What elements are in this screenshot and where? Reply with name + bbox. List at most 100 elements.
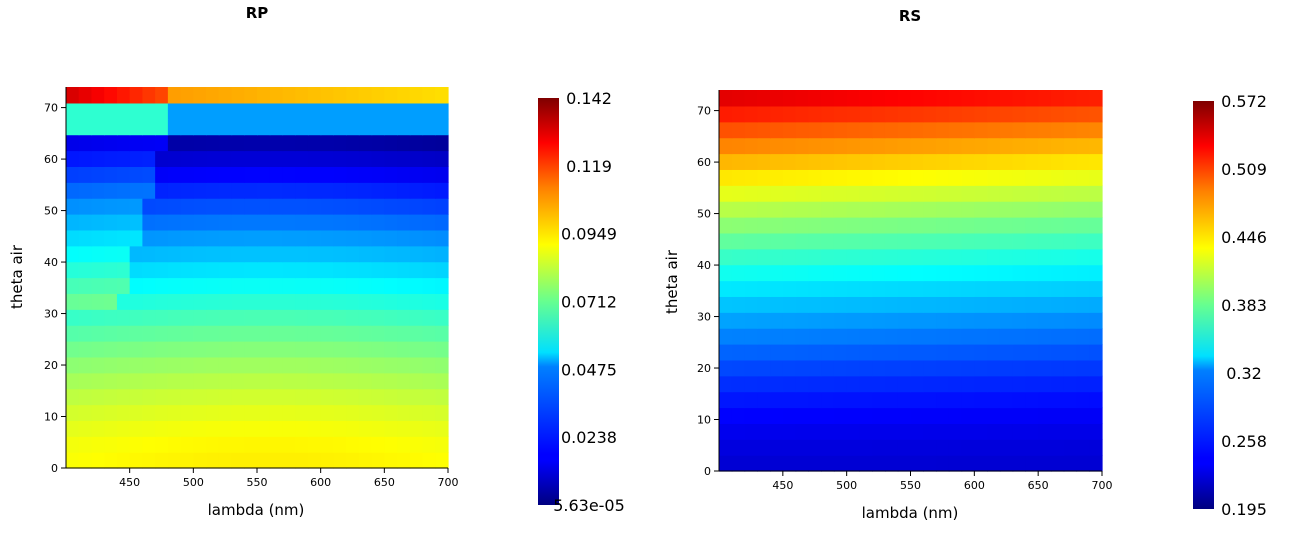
heatmap-cell bbox=[961, 153, 975, 170]
heatmap-cell bbox=[948, 439, 963, 456]
heatmap-cell bbox=[948, 232, 963, 250]
heatmap-cell bbox=[884, 201, 899, 218]
heatmap-cell bbox=[808, 296, 822, 313]
x-tick-label: 650 bbox=[374, 476, 395, 489]
heatmap-cell bbox=[104, 134, 118, 152]
heatmap-cell bbox=[757, 375, 771, 393]
heatmap-cell bbox=[1012, 105, 1026, 123]
heatmap-cell bbox=[307, 309, 322, 326]
heatmap-cell bbox=[731, 137, 746, 155]
heatmap-cell bbox=[859, 185, 873, 202]
heatmap-cell bbox=[936, 407, 950, 424]
heatmap-cell bbox=[346, 261, 360, 279]
heatmap-cell bbox=[167, 245, 182, 263]
heatmap-cell bbox=[974, 169, 988, 186]
heatmap-cell bbox=[244, 229, 258, 247]
heatmap-cell bbox=[129, 420, 143, 437]
heatmap-cell bbox=[358, 214, 373, 231]
heatmap-cell bbox=[206, 388, 220, 406]
heatmap-cell bbox=[282, 229, 296, 247]
heatmap-cell bbox=[104, 388, 118, 406]
heatmap-cell bbox=[1025, 90, 1039, 107]
heatmap-cell bbox=[218, 150, 233, 167]
heatmap-cell bbox=[282, 277, 296, 294]
y-tick-label: 50 bbox=[697, 208, 711, 221]
heatmap-cell bbox=[872, 391, 886, 409]
heatmap-cell bbox=[129, 452, 143, 469]
heatmap-cell bbox=[167, 277, 182, 294]
heatmap-cell bbox=[384, 245, 398, 263]
heatmap-cell bbox=[397, 261, 411, 279]
heatmap-cell bbox=[1050, 455, 1065, 472]
heatmap-cell bbox=[731, 280, 746, 297]
heatmap-cell bbox=[116, 261, 131, 279]
heatmap-cell bbox=[821, 312, 835, 329]
heatmap-cell bbox=[333, 356, 347, 374]
heatmap-cell bbox=[731, 153, 746, 170]
heatmap-cell bbox=[757, 344, 771, 361]
heatmap-cell bbox=[1038, 328, 1052, 345]
heatmap-cell bbox=[897, 407, 912, 424]
heatmap-cell bbox=[142, 198, 156, 215]
heatmap-cell bbox=[307, 325, 322, 342]
heatmap-cell bbox=[833, 121, 848, 139]
heatmap-cell bbox=[218, 229, 233, 247]
heatmap-cell bbox=[269, 229, 284, 247]
heatmap-cell bbox=[808, 439, 822, 456]
heatmap-cell bbox=[384, 341, 398, 358]
heatmap-cell bbox=[999, 153, 1014, 170]
heatmap-cell bbox=[782, 232, 797, 250]
heatmap-cell bbox=[731, 232, 746, 250]
heatmap-cell bbox=[1012, 391, 1026, 409]
heatmap-cell bbox=[1038, 185, 1052, 202]
heatmap-cell bbox=[231, 102, 245, 120]
heatmap-cell bbox=[257, 452, 271, 469]
heatmap-cell bbox=[333, 134, 347, 152]
heatmap-cell bbox=[1076, 328, 1090, 345]
heatmap-cell bbox=[884, 232, 899, 250]
heatmap-cell bbox=[859, 455, 873, 472]
heatmap-cell bbox=[821, 391, 835, 409]
heatmap-cell bbox=[782, 423, 797, 440]
heatmap-cell bbox=[884, 359, 899, 377]
heatmap-cell bbox=[846, 90, 861, 107]
heatmap-cell bbox=[193, 341, 207, 358]
heatmap-cell bbox=[1089, 312, 1103, 329]
heatmap-cell bbox=[206, 436, 220, 453]
heatmap-cell bbox=[782, 312, 797, 329]
heatmap-cell bbox=[231, 198, 245, 215]
heatmap-cell bbox=[320, 293, 334, 310]
heatmap-cell bbox=[923, 232, 937, 250]
heatmap-cell bbox=[936, 232, 950, 250]
heatmap-cell bbox=[961, 359, 975, 377]
heatmap-cell bbox=[282, 309, 296, 326]
heatmap-cell bbox=[91, 134, 105, 152]
heatmap-cell bbox=[757, 423, 771, 440]
heatmap-cell bbox=[744, 391, 758, 409]
heatmap-cell bbox=[193, 87, 207, 104]
heatmap-cell bbox=[269, 436, 284, 453]
rp-title: RP bbox=[246, 4, 269, 22]
heatmap-cell bbox=[397, 404, 411, 421]
heatmap-cell bbox=[1063, 359, 1078, 377]
heatmap-cell bbox=[974, 328, 988, 345]
heatmap-cell bbox=[795, 264, 809, 282]
heatmap-cell bbox=[833, 359, 848, 377]
heatmap-cell bbox=[244, 325, 258, 342]
heatmap-cell bbox=[409, 356, 424, 374]
heatmap-cell bbox=[307, 452, 322, 469]
heatmap-cell bbox=[948, 137, 963, 155]
heatmap-cell bbox=[104, 182, 118, 199]
heatmap-cell bbox=[307, 134, 322, 152]
heatmap-cell bbox=[384, 134, 398, 152]
y-tick-label: 30 bbox=[44, 308, 58, 321]
heatmap-cell bbox=[78, 118, 93, 136]
heatmap-cell bbox=[719, 217, 733, 234]
heatmap-cell bbox=[384, 372, 398, 390]
heatmap-cell bbox=[257, 309, 271, 326]
heatmap-cell bbox=[846, 312, 861, 329]
heatmap-cell bbox=[422, 388, 436, 406]
heatmap-cell bbox=[846, 232, 861, 250]
heatmap-cell bbox=[1038, 359, 1052, 377]
heatmap-cell bbox=[167, 118, 182, 136]
